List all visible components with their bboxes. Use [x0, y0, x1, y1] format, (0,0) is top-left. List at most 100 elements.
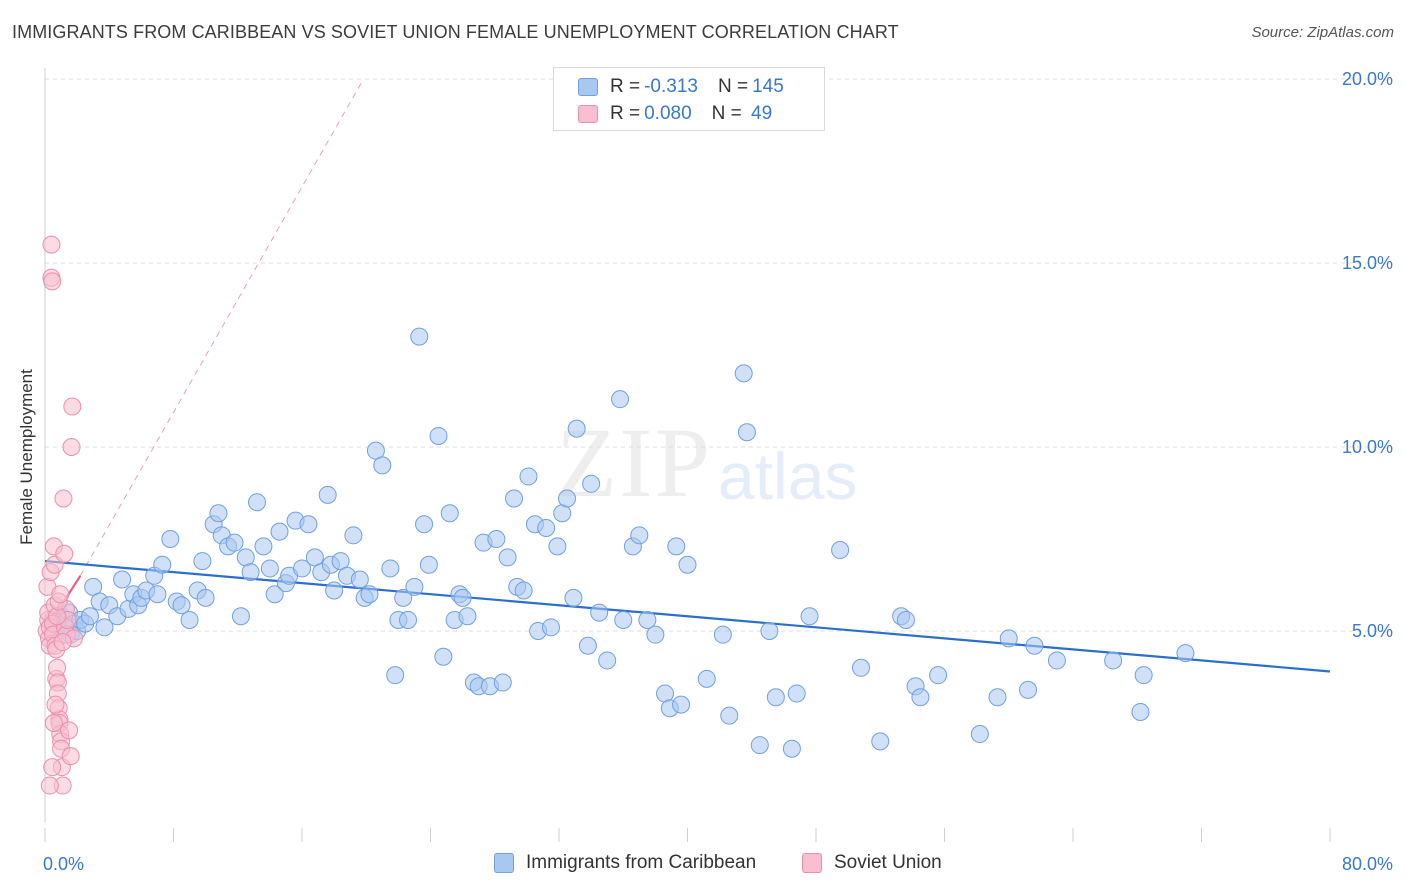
source-credit: Source: ZipAtlas.com	[1251, 24, 1394, 41]
point-soviet	[43, 272, 62, 291]
x-tick-label: 80.0%	[1342, 854, 1393, 874]
point-caribbean	[344, 526, 363, 545]
point-caribbean	[548, 537, 567, 556]
legend-item-soviet[interactable]: Soviet Union	[802, 852, 942, 874]
point-caribbean	[318, 485, 337, 504]
point-soviet	[46, 695, 65, 714]
point-caribbean	[514, 581, 533, 600]
point-caribbean	[260, 559, 279, 578]
point-caribbean	[598, 651, 617, 670]
point-caribbean	[519, 467, 538, 486]
legend-series-name: Immigrants from Caribbean	[526, 852, 757, 873]
point-caribbean	[270, 522, 289, 541]
point-soviet	[43, 758, 62, 777]
point-caribbean	[394, 588, 413, 607]
point-soviet	[54, 489, 73, 508]
point-caribbean	[567, 419, 586, 438]
point-caribbean	[193, 552, 212, 571]
point-caribbean	[782, 739, 801, 758]
point-caribbean	[113, 570, 132, 589]
point-caribbean	[582, 474, 601, 493]
point-caribbean	[148, 585, 167, 604]
point-caribbean	[646, 625, 665, 644]
point-soviet	[51, 585, 70, 604]
point-caribbean	[737, 423, 756, 442]
point-soviet	[42, 235, 61, 254]
point-caribbean	[697, 669, 716, 688]
point-caribbean	[929, 666, 948, 685]
point-caribbean	[787, 684, 806, 703]
point-caribbean	[505, 489, 524, 508]
point-caribbean	[434, 647, 453, 666]
point-caribbean	[720, 706, 739, 725]
point-caribbean	[453, 588, 472, 607]
point-caribbean	[558, 489, 577, 508]
correlation-legend: R = -0.313 N = 145 R = 0.080 N = 49	[553, 67, 825, 131]
point-caribbean	[1131, 702, 1150, 721]
point-caribbean	[537, 518, 556, 537]
legend-n-value: 49	[745, 103, 773, 124]
legend-r-label: R =	[610, 76, 641, 97]
point-caribbean	[800, 607, 819, 626]
point-caribbean	[541, 618, 560, 637]
point-caribbean	[161, 530, 180, 548]
point-caribbean	[1025, 636, 1044, 655]
point-caribbean	[871, 732, 890, 751]
point-caribbean	[590, 603, 609, 622]
point-caribbean	[487, 530, 506, 548]
point-caribbean	[429, 426, 448, 445]
legend-row-soviet: R = 0.080 N = 49	[578, 103, 772, 125]
point-caribbean	[851, 658, 870, 677]
point-caribbean	[970, 725, 989, 744]
point-caribbean	[299, 515, 318, 534]
y-tick-label: 20.0%	[1342, 69, 1393, 89]
point-caribbean	[750, 736, 769, 755]
point-soviet	[53, 633, 72, 652]
legend-swatch-pink	[578, 105, 598, 123]
point-caribbean	[405, 577, 424, 596]
point-caribbean	[241, 563, 260, 582]
legend-n-label: N =	[711, 103, 742, 124]
point-soviet	[61, 747, 80, 766]
point-caribbean	[153, 555, 172, 574]
tick-labels: 5.0% 10.0% 15.0% 20.0% 0.0% 80.0%	[43, 69, 1393, 874]
point-caribbean	[399, 610, 418, 629]
point-caribbean	[196, 588, 215, 607]
point-caribbean	[638, 610, 657, 629]
point-caribbean	[760, 622, 779, 640]
point-caribbean	[360, 585, 379, 604]
point-caribbean	[614, 610, 633, 629]
point-caribbean	[911, 688, 930, 707]
point-caribbean	[678, 555, 697, 574]
point-caribbean	[248, 493, 267, 512]
point-caribbean	[988, 688, 1007, 707]
point-caribbean	[325, 581, 344, 600]
point-caribbean	[410, 327, 429, 346]
point-caribbean	[896, 610, 915, 629]
point-caribbean	[1104, 651, 1123, 670]
point-caribbean	[225, 533, 244, 552]
point-caribbean	[498, 548, 517, 567]
point-caribbean	[293, 559, 311, 578]
legend-item-caribbean[interactable]: Immigrants from Caribbean	[494, 852, 756, 874]
point-caribbean	[713, 625, 732, 644]
legend-r-label: R =	[610, 103, 641, 124]
point-caribbean	[440, 504, 459, 523]
axes	[44, 68, 1331, 842]
legend-swatch-pink	[802, 853, 822, 873]
point-caribbean	[1047, 651, 1066, 670]
point-caribbean	[231, 607, 250, 626]
point-caribbean	[578, 636, 597, 655]
point-caribbean	[172, 596, 191, 615]
data-points	[37, 235, 1195, 795]
point-caribbean	[493, 673, 512, 692]
legend-r-value: 0.080	[644, 103, 692, 124]
point-soviet	[63, 397, 82, 416]
point-soviet	[40, 776, 59, 795]
point-caribbean	[611, 390, 630, 409]
x-tick-label: 0.0%	[43, 854, 84, 874]
trend-lines	[44, 82, 1331, 673]
legend-n-value: 145	[752, 76, 784, 97]
point-caribbean	[265, 585, 284, 604]
